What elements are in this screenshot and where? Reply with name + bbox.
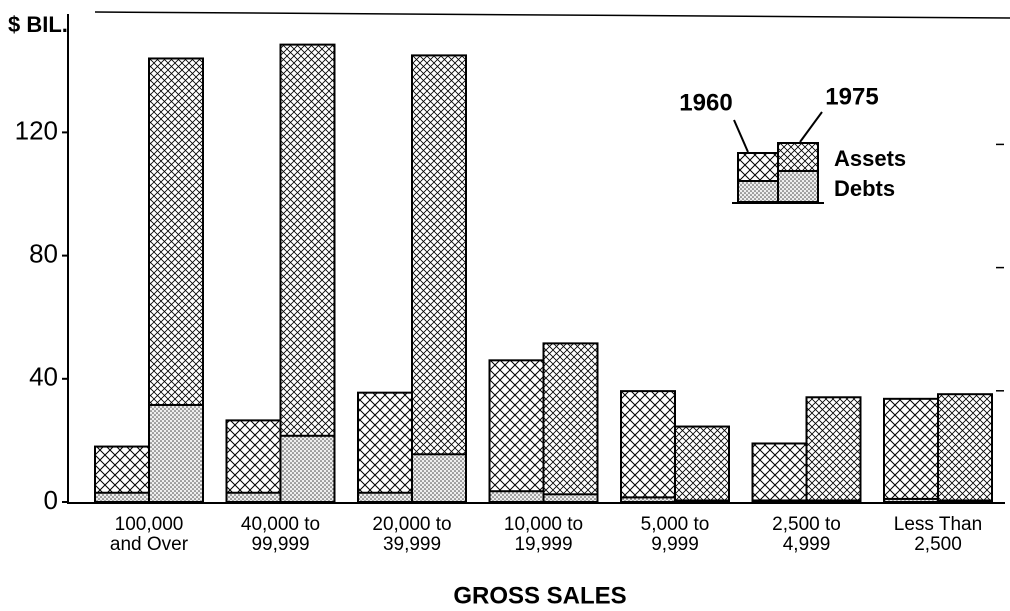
assets-bar — [357, 391, 413, 503]
legend-label: Assets — [834, 146, 906, 171]
debts-bar — [805, 499, 862, 503]
assets-bar — [225, 419, 282, 504]
y-tick-label: 120 — [15, 115, 58, 145]
assets-bar — [751, 442, 808, 504]
debts-bar — [225, 491, 282, 504]
x-axis-label: GROSS SALES — [453, 582, 626, 609]
debts-bar — [148, 403, 204, 504]
x-tick-label: 5,000 to 9,999 — [640, 514, 710, 555]
x-tick-label: 20,000 to 39,999 — [372, 514, 452, 555]
x-tick-label: 40,000 to 99,999 — [240, 514, 321, 555]
legend-leader — [799, 111, 823, 143]
debts-bar — [674, 499, 730, 503]
debts-bar — [411, 453, 467, 504]
legend-label: 1975 — [825, 83, 878, 110]
assets-bar — [542, 342, 599, 503]
x-tick-label: 2,500 to 4,999 — [772, 514, 841, 555]
legend-debts-swatch — [737, 180, 779, 203]
debts-bar — [883, 497, 939, 504]
legend-debts-swatch — [777, 170, 819, 203]
assets-bar — [411, 54, 467, 504]
assets-bar — [674, 425, 730, 504]
assets-bar — [805, 396, 862, 503]
debts-bar — [751, 499, 808, 503]
debts-bar — [620, 496, 676, 504]
assets-bar — [620, 390, 676, 503]
assets-bar — [279, 43, 336, 504]
x-tick-label: 100,000 and Over — [109, 514, 189, 555]
assets-bar — [883, 397, 939, 504]
legend-label: 1960 — [679, 89, 732, 116]
debts-bar — [488, 490, 545, 504]
debts-bar — [542, 493, 599, 503]
debts-bar — [94, 491, 150, 504]
y-tick-label: 0 — [44, 485, 58, 515]
x-tick-label: 10,000 to 19,999 — [503, 514, 584, 555]
debts-bar — [937, 499, 993, 503]
y-axis-label: $ BIL. — [8, 12, 68, 37]
legend-leader — [733, 119, 749, 153]
debts-bar — [357, 491, 413, 504]
y-tick-label: 40 — [29, 362, 58, 392]
assets-bar — [937, 393, 993, 504]
x-tick-label: Less Than 2,500 — [893, 514, 983, 555]
y-tick-label: 80 — [29, 238, 58, 268]
debts-bar — [279, 434, 336, 503]
legend-label: Debts — [834, 176, 895, 201]
frame-line — [94, 11, 1010, 19]
assets-bar — [488, 359, 545, 503]
